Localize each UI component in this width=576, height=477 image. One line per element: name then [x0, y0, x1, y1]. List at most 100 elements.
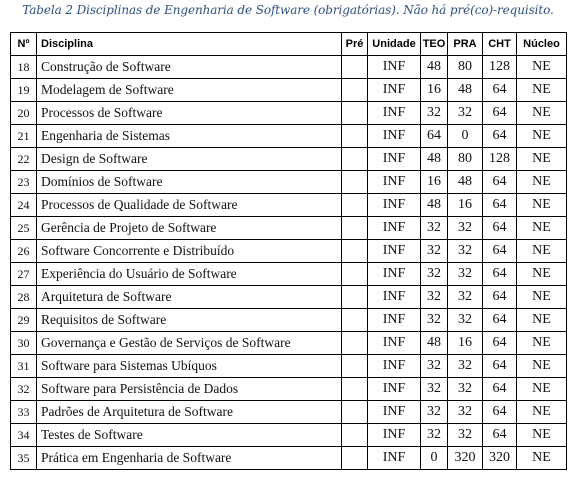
table-row: 33 Padrões de Arquitetura de Software INF 3… — [10, 400, 567, 424]
cell-core: NE — [516, 446, 567, 470]
cell-name: Design de Software — [36, 147, 342, 171]
cell-teo: 32 — [420, 101, 448, 125]
cell-core: NE — [516, 147, 567, 171]
header-unit: Unidade — [367, 32, 421, 56]
header-cht: CHT — [482, 32, 517, 56]
cell-num: 26 — [10, 239, 37, 263]
cell-cht: 64 — [482, 262, 517, 286]
cell-name: Governança e Gestão de Serviços de Softw… — [36, 331, 342, 355]
cell-num: 20 — [10, 101, 37, 125]
cell-unit: INF — [367, 446, 421, 470]
cell-pre — [341, 78, 368, 102]
cell-pre — [341, 400, 368, 424]
table-row: 35 Prática em Engenharia de Software INF 0 3… — [10, 446, 567, 470]
cell-num: 31 — [10, 354, 37, 378]
cell-name: Gerência de Projeto de Software — [36, 216, 342, 240]
cell-name: Arquitetura de Software — [36, 285, 342, 309]
cell-pra: 320 — [447, 446, 483, 470]
cell-unit: INF — [367, 147, 421, 171]
cell-num: 33 — [10, 400, 37, 424]
table-row: 26 Software Concorrente e Distribuído INF 3… — [10, 239, 567, 263]
cell-core: NE — [516, 193, 567, 217]
table-row: 23 Domínios de Software INF 16 48 64 NE — [10, 170, 567, 194]
table-caption: Tabela 2 Disciplinas de Engenharia de So… — [22, 3, 554, 17]
table-header: Nº Disciplina Pré Unidade TEO PRA CHT Nú… — [10, 32, 567, 56]
cell-teo: 32 — [420, 285, 448, 309]
cell-name: Experiência do Usuário de Software — [36, 262, 342, 286]
cell-name: Testes de Software — [36, 423, 342, 447]
cell-teo: 0 — [420, 446, 448, 470]
table-body: 18 Construção de Software INF 48 80 128 NE 19 Mo… — [10, 55, 567, 470]
cell-cht: 64 — [482, 308, 517, 332]
cell-pre — [341, 216, 368, 240]
cell-name: Padrões de Arquitetura de Software — [36, 400, 342, 424]
cell-unit: INF — [367, 101, 421, 125]
cell-unit: INF — [367, 55, 421, 79]
cell-cht: 64 — [482, 423, 517, 447]
cell-cht: 64 — [482, 78, 517, 102]
cell-teo: 16 — [420, 78, 448, 102]
cell-cht: 128 — [482, 55, 517, 79]
cell-cht: 64 — [482, 400, 517, 424]
cell-unit: INF — [367, 124, 421, 148]
cell-teo: 32 — [420, 262, 448, 286]
cell-name: Software Concorrente e Distribuído — [36, 239, 342, 263]
header-num: Nº — [10, 32, 37, 56]
cell-pra: 32 — [447, 354, 483, 378]
cell-num: 23 — [10, 170, 37, 194]
cell-core: NE — [516, 377, 567, 401]
cell-num: 27 — [10, 262, 37, 286]
table-row: 28 Arquitetura de Software INF 32 32 64 NE — [10, 285, 567, 309]
cell-pra: 80 — [447, 55, 483, 79]
cell-core: NE — [516, 308, 567, 332]
cell-name: Construção de Software — [36, 55, 342, 79]
cell-pre — [341, 285, 368, 309]
cell-teo: 32 — [420, 354, 448, 378]
cell-pre — [341, 101, 368, 125]
cell-unit: INF — [367, 285, 421, 309]
cell-core: NE — [516, 124, 567, 148]
header-name: Disciplina — [36, 32, 342, 56]
table-row: 22 Design de Software INF 48 80 128 NE — [10, 147, 567, 171]
cell-core: NE — [516, 331, 567, 355]
cell-core: NE — [516, 170, 567, 194]
cell-num: 32 — [10, 377, 37, 401]
cell-core: NE — [516, 239, 567, 263]
cell-unit: INF — [367, 78, 421, 102]
cell-pre — [341, 354, 368, 378]
cell-pre — [341, 239, 368, 263]
cell-core: NE — [516, 423, 567, 447]
cell-core: NE — [516, 55, 567, 79]
disciplines-table: Nº Disciplina Pré Unidade TEO PRA CHT Nú… — [10, 32, 567, 470]
cell-cht: 64 — [482, 354, 517, 378]
cell-name: Domínios de Software — [36, 170, 342, 194]
cell-unit: INF — [367, 239, 421, 263]
cell-cht: 64 — [482, 124, 517, 148]
header-pre: Pré — [341, 32, 368, 56]
cell-pre — [341, 170, 368, 194]
cell-pre — [341, 423, 368, 447]
cell-unit: INF — [367, 331, 421, 355]
cell-unit: INF — [367, 193, 421, 217]
cell-pre — [341, 377, 368, 401]
cell-pra: 48 — [447, 78, 483, 102]
cell-pra: 32 — [447, 308, 483, 332]
table-row: 34 Testes de Software INF 32 32 64 NE — [10, 423, 567, 447]
cell-unit: INF — [367, 170, 421, 194]
cell-teo: 64 — [420, 124, 448, 148]
cell-cht: 64 — [482, 285, 517, 309]
cell-core: NE — [516, 262, 567, 286]
cell-teo: 32 — [420, 216, 448, 240]
cell-pra: 32 — [447, 400, 483, 424]
cell-name: Engenharia de Sistemas — [36, 124, 342, 148]
cell-pra: 80 — [447, 147, 483, 171]
cell-cht: 64 — [482, 216, 517, 240]
cell-teo: 32 — [420, 308, 448, 332]
cell-teo: 32 — [420, 377, 448, 401]
table-row: 27 Experiência do Usuário de Software INF 3… — [10, 262, 567, 286]
cell-core: NE — [516, 285, 567, 309]
cell-teo: 48 — [420, 193, 448, 217]
cell-pra: 48 — [447, 170, 483, 194]
cell-core: NE — [516, 216, 567, 240]
cell-pra: 16 — [447, 193, 483, 217]
